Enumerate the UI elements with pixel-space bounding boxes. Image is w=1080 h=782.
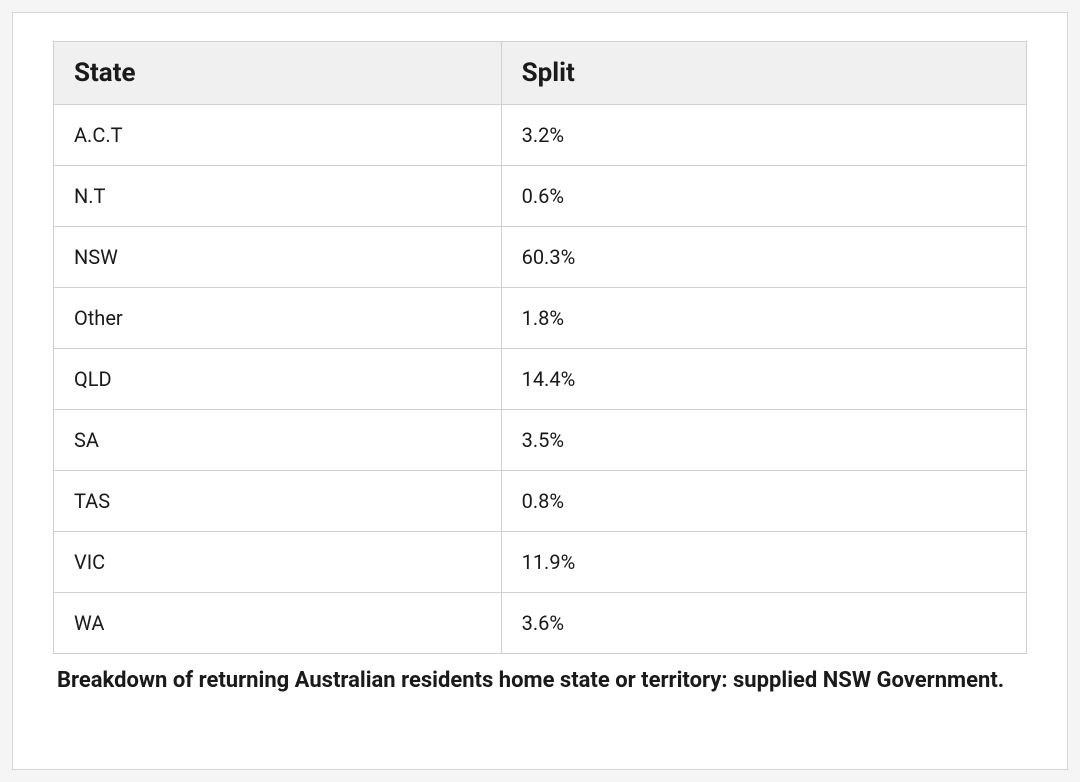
cell-split: 0.6% xyxy=(501,166,1026,227)
table-row: NSW 60.3% xyxy=(54,227,1027,288)
cell-split: 3.5% xyxy=(501,410,1026,471)
cell-split: 60.3% xyxy=(501,227,1026,288)
table-row: N.T 0.6% xyxy=(54,166,1027,227)
column-header-state: State xyxy=(54,42,502,105)
cell-split: 14.4% xyxy=(501,349,1026,410)
cell-split: 0.8% xyxy=(501,471,1026,532)
cell-state: QLD xyxy=(54,349,502,410)
cell-split: 3.6% xyxy=(501,593,1026,654)
cell-split: 3.2% xyxy=(501,105,1026,166)
table-row: WA 3.6% xyxy=(54,593,1027,654)
table-row: QLD 14.4% xyxy=(54,349,1027,410)
table-row: TAS 0.8% xyxy=(54,471,1027,532)
cell-state: Other xyxy=(54,288,502,349)
cell-split: 1.8% xyxy=(501,288,1026,349)
cell-state: NSW xyxy=(54,227,502,288)
cell-state: WA xyxy=(54,593,502,654)
cell-state: A.C.T xyxy=(54,105,502,166)
table-row: VIC 11.9% xyxy=(54,532,1027,593)
cell-state: VIC xyxy=(54,532,502,593)
cell-state: N.T xyxy=(54,166,502,227)
cell-state: SA xyxy=(54,410,502,471)
state-split-table: State Split A.C.T 3.2% N.T 0.6% NSW 60.3… xyxy=(53,41,1027,654)
column-header-split: Split xyxy=(501,42,1026,105)
table-row: A.C.T 3.2% xyxy=(54,105,1027,166)
table-row: Other 1.8% xyxy=(54,288,1027,349)
content-frame: State Split A.C.T 3.2% N.T 0.6% NSW 60.3… xyxy=(12,12,1068,770)
table-caption: Breakdown of returning Australian reside… xyxy=(53,664,1027,697)
table-header-row: State Split xyxy=(54,42,1027,105)
table-row: SA 3.5% xyxy=(54,410,1027,471)
cell-state: TAS xyxy=(54,471,502,532)
cell-split: 11.9% xyxy=(501,532,1026,593)
